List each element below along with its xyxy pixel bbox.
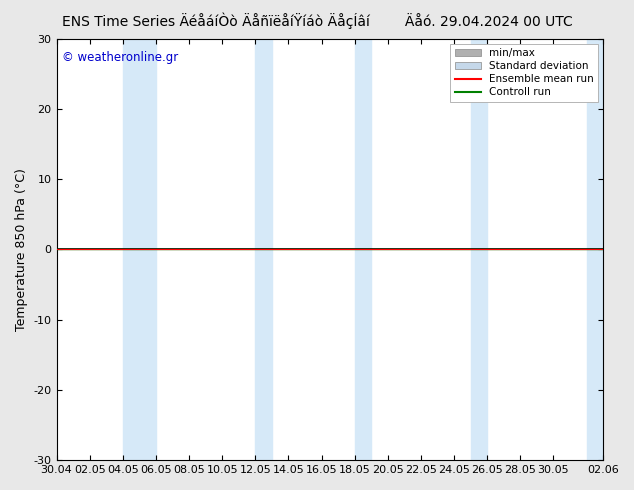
- Bar: [586, 39, 603, 460]
- Text: © weatheronline.gr: © weatheronline.gr: [62, 51, 178, 64]
- Bar: [256, 39, 272, 460]
- Legend: min/max, Standard deviation, Ensemble mean run, Controll run: min/max, Standard deviation, Ensemble me…: [451, 44, 598, 101]
- Bar: [354, 39, 372, 460]
- Bar: [470, 39, 487, 460]
- Y-axis label: Temperature 850 hPa (°C): Temperature 850 hPa (°C): [15, 168, 28, 331]
- Text: ENS Time Series ÄéåáíÒò ÄåñïëåíŸíáò ÄåçÍâí        Äåó. 29.04.2024 00 UTC: ENS Time Series ÄéåáíÒò ÄåñïëåíŸíáò ÄåçÍ…: [61, 12, 573, 29]
- Bar: [123, 39, 156, 460]
